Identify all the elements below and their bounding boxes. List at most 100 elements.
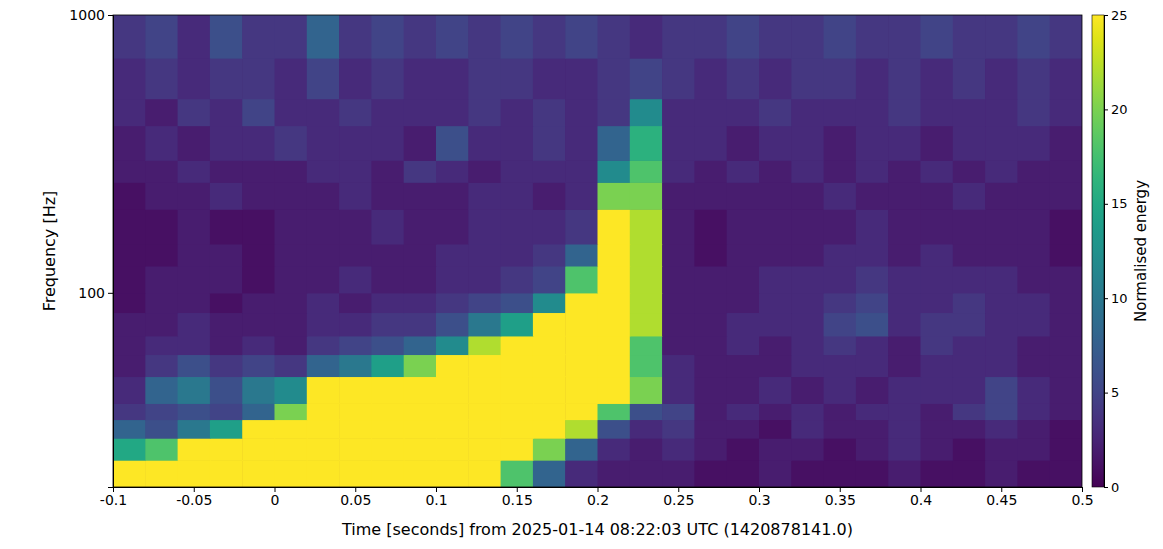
cell xyxy=(985,438,1018,461)
cell xyxy=(113,182,146,210)
cell xyxy=(953,336,986,355)
cell xyxy=(436,126,469,161)
cell xyxy=(436,244,469,267)
cell xyxy=(921,126,954,161)
cell xyxy=(921,266,954,294)
cell xyxy=(242,376,275,404)
cell xyxy=(501,15,534,59)
cell xyxy=(856,419,889,438)
cell xyxy=(404,403,437,420)
cell xyxy=(468,209,501,244)
cell xyxy=(759,244,792,267)
cell xyxy=(888,460,921,487)
cell xyxy=(1017,209,1050,244)
cell xyxy=(856,438,889,461)
x-tick: -0.05 xyxy=(176,487,212,508)
cell xyxy=(145,336,178,355)
cell xyxy=(501,336,534,355)
x-tick-label: 0.25 xyxy=(663,492,694,508)
cell xyxy=(921,419,954,438)
cell xyxy=(533,354,566,377)
cell xyxy=(888,293,921,313)
cell xyxy=(727,336,760,355)
cell xyxy=(759,266,792,294)
cell xyxy=(888,354,921,377)
cell xyxy=(307,438,340,461)
cell xyxy=(275,99,308,127)
cell xyxy=(759,336,792,355)
cell xyxy=(210,419,243,438)
cell xyxy=(501,182,534,210)
cell xyxy=(145,209,178,244)
cell xyxy=(210,336,243,355)
cell xyxy=(727,354,760,377)
cell xyxy=(533,15,566,59)
cell xyxy=(791,99,824,127)
cell xyxy=(113,312,146,336)
cell xyxy=(501,99,534,127)
cell xyxy=(275,376,308,404)
x-tick: 0.4 xyxy=(910,487,932,508)
cell xyxy=(533,58,566,99)
cell xyxy=(210,354,243,377)
cell xyxy=(630,99,663,127)
colorbar-axis: 0510152025 xyxy=(1104,8,1128,495)
colorbar-tick-label: 20 xyxy=(1111,102,1128,117)
cell xyxy=(759,438,792,461)
cell xyxy=(727,403,760,420)
cell xyxy=(1017,403,1050,420)
cell xyxy=(1050,160,1082,183)
cell xyxy=(404,126,437,161)
cell xyxy=(210,312,243,336)
cell xyxy=(1017,244,1050,267)
cell xyxy=(178,438,211,461)
cell xyxy=(178,15,211,59)
x-axis-title: Time [seconds] from 2025-01-14 08:22:03 … xyxy=(341,520,853,539)
cell xyxy=(565,99,598,127)
cell xyxy=(856,160,889,183)
cell xyxy=(113,293,146,313)
cell xyxy=(662,354,695,377)
cell xyxy=(501,266,534,294)
cell xyxy=(791,336,824,355)
cell xyxy=(339,15,372,59)
cell xyxy=(242,244,275,267)
cell xyxy=(759,209,792,244)
x-tick-label: 0.2 xyxy=(587,492,609,508)
cell xyxy=(856,403,889,420)
cell xyxy=(145,266,178,294)
cell xyxy=(856,460,889,487)
cell xyxy=(598,58,631,99)
cell xyxy=(824,354,857,377)
cell xyxy=(888,99,921,127)
cell xyxy=(565,15,598,59)
cell xyxy=(113,126,146,161)
cell xyxy=(533,99,566,127)
cell xyxy=(856,99,889,127)
cell xyxy=(307,126,340,161)
y-tick: 1000 xyxy=(69,7,113,23)
cell xyxy=(856,354,889,377)
cell xyxy=(856,312,889,336)
x-tick-label: 0.35 xyxy=(825,492,856,508)
cell xyxy=(145,438,178,461)
cell xyxy=(888,244,921,267)
cell xyxy=(404,99,437,127)
cell xyxy=(436,336,469,355)
cell xyxy=(921,438,954,461)
cell xyxy=(727,376,760,404)
cell xyxy=(404,312,437,336)
cell xyxy=(694,15,727,59)
cell xyxy=(113,460,146,487)
y-axis: 1001000 xyxy=(69,7,113,488)
cell xyxy=(339,160,372,183)
cell xyxy=(145,293,178,313)
cell xyxy=(275,160,308,183)
cell xyxy=(727,312,760,336)
cell xyxy=(533,209,566,244)
cell xyxy=(533,460,566,487)
cell xyxy=(371,376,404,404)
cell xyxy=(694,58,727,99)
cell xyxy=(275,438,308,461)
cell xyxy=(371,438,404,461)
